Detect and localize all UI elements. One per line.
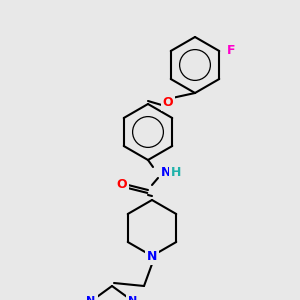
Text: O: O [117, 178, 127, 191]
Text: O: O [163, 95, 173, 109]
Text: N: N [147, 250, 157, 262]
Text: N: N [128, 296, 137, 300]
Text: N: N [161, 166, 171, 178]
Text: F: F [227, 44, 236, 58]
Text: N: N [86, 296, 96, 300]
Text: H: H [171, 166, 181, 178]
